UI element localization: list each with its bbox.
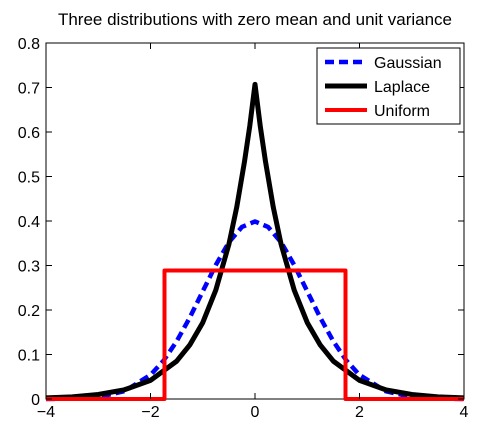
y-tick-label: 0.8 (18, 36, 40, 53)
chart-title: Three distributions with zero mean and u… (58, 10, 452, 29)
x-tick-label: 4 (460, 404, 469, 421)
x-tick-label: 0 (251, 404, 260, 421)
x-tick-label: −2 (141, 404, 159, 421)
x-tick-label: −4 (37, 404, 55, 421)
legend-label-uniform: Uniform (374, 103, 430, 120)
series-line-gaussian (45, 219, 465, 402)
y-tick-label: 0 (31, 392, 40, 409)
series-line-uniform (46, 268, 464, 401)
y-tick-label: 0.6 (18, 125, 40, 142)
y-tick-label: 0.4 (18, 214, 40, 231)
legend-label-laplace: Laplace (374, 79, 430, 96)
x-tick-label: 2 (355, 404, 364, 421)
legend: Gaussian Laplace Uniform (316, 47, 461, 125)
legend-label-gaussian: Gaussian (374, 55, 442, 72)
y-tick-label: 0.1 (18, 348, 40, 365)
series-lines (45, 81, 465, 402)
y-tick-label: 0.7 (18, 81, 40, 98)
y-tick-label: 0.5 (18, 170, 40, 187)
y-tick-label: 0.3 (18, 259, 40, 276)
axis-ticks: −4 −2 0 2 4 0 0.1 0.2 0.3 0.4 0.5 0.6 0.7 0.8 (18, 36, 469, 421)
y-tick-label: 0.2 (18, 303, 40, 320)
series-line-laplace (45, 81, 465, 401)
